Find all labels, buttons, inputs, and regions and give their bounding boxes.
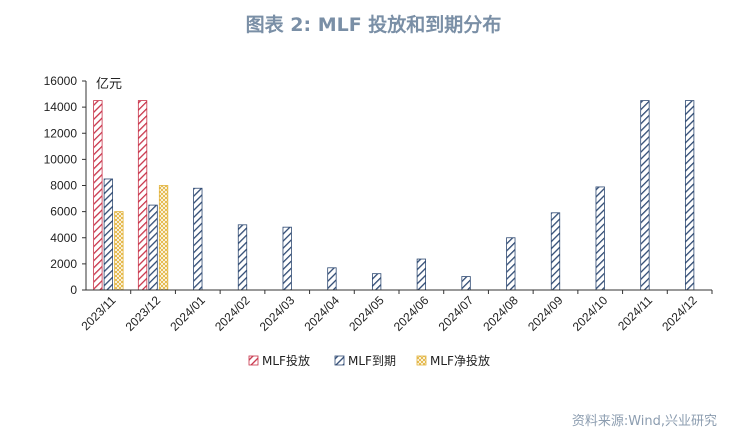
y-tick-label: 14000: [44, 100, 78, 114]
chart-title: 图表 2: MLF 投放和到期分布: [245, 14, 502, 36]
source-note: 资料来源:Wind,兴业研究: [571, 414, 717, 429]
x-tick-label: 2024/01: [167, 293, 208, 334]
legend-swatch: [334, 355, 345, 366]
bar-mlf-maturity: [148, 204, 158, 291]
y-tick-label: 0: [70, 283, 77, 297]
bar-mlf-release: [137, 100, 148, 291]
x-tick-label: 2024/08: [480, 293, 521, 334]
y-tick-label: 8000: [50, 179, 77, 193]
bar-mlf-maturity: [237, 224, 248, 291]
x-tick-label: 2024/04: [301, 293, 342, 334]
x-tick-label: 2024/05: [346, 293, 387, 334]
x-tick-label: 2023/11: [79, 293, 119, 333]
y-tick-label: 10000: [44, 152, 78, 166]
legend-swatch: [248, 355, 259, 366]
y-unit-label: 亿元: [96, 77, 122, 92]
y-tick-label: 6000: [50, 205, 77, 219]
x-tick-label: 2024/11: [615, 293, 655, 333]
y-tick-label: 2000: [50, 257, 77, 271]
bar-mlf-maturity: [640, 100, 650, 291]
bar-mlf-net-release: [158, 185, 169, 291]
bar-mlf-maturity: [461, 276, 471, 291]
y-tick-label: 16000: [44, 74, 78, 88]
bar-mlf-maturity: [193, 187, 203, 291]
bar-mlf-maturity: [684, 100, 695, 291]
x-tick-label: 2023/12: [123, 293, 164, 334]
bar-mlf-maturity: [595, 186, 605, 291]
bar-mlf-maturity: [282, 226, 292, 291]
legend-label: MLF投放: [262, 353, 310, 368]
legend-swatch: [416, 355, 427, 366]
x-tick-label: 2024/03: [257, 293, 298, 334]
legend-label: MLF净投放: [430, 353, 490, 368]
bar-mlf-release: [93, 100, 103, 291]
legend-label: MLF到期: [348, 354, 396, 368]
y-tick-label: 12000: [44, 126, 78, 140]
bar-mlf-maturity: [327, 267, 337, 291]
x-tick-label: 2024/02: [212, 293, 253, 334]
x-tick-label: 2024/10: [570, 293, 611, 334]
x-tick-label: 2024/09: [525, 293, 566, 334]
bar-mlf-maturity: [550, 212, 561, 291]
bar-mlf-maturity: [416, 258, 427, 291]
y-tick-label: 4000: [50, 231, 77, 245]
bar-mlf-maturity: [103, 178, 114, 291]
bar-mlf-maturity: [371, 273, 382, 291]
bar-mlf-net-release: [114, 211, 124, 291]
x-tick-label: 2024/06: [391, 293, 432, 334]
bar-mlf-maturity: [506, 237, 516, 291]
x-tick-label: 2024/07: [436, 293, 477, 334]
x-tick-label: 2024/12: [659, 293, 700, 334]
